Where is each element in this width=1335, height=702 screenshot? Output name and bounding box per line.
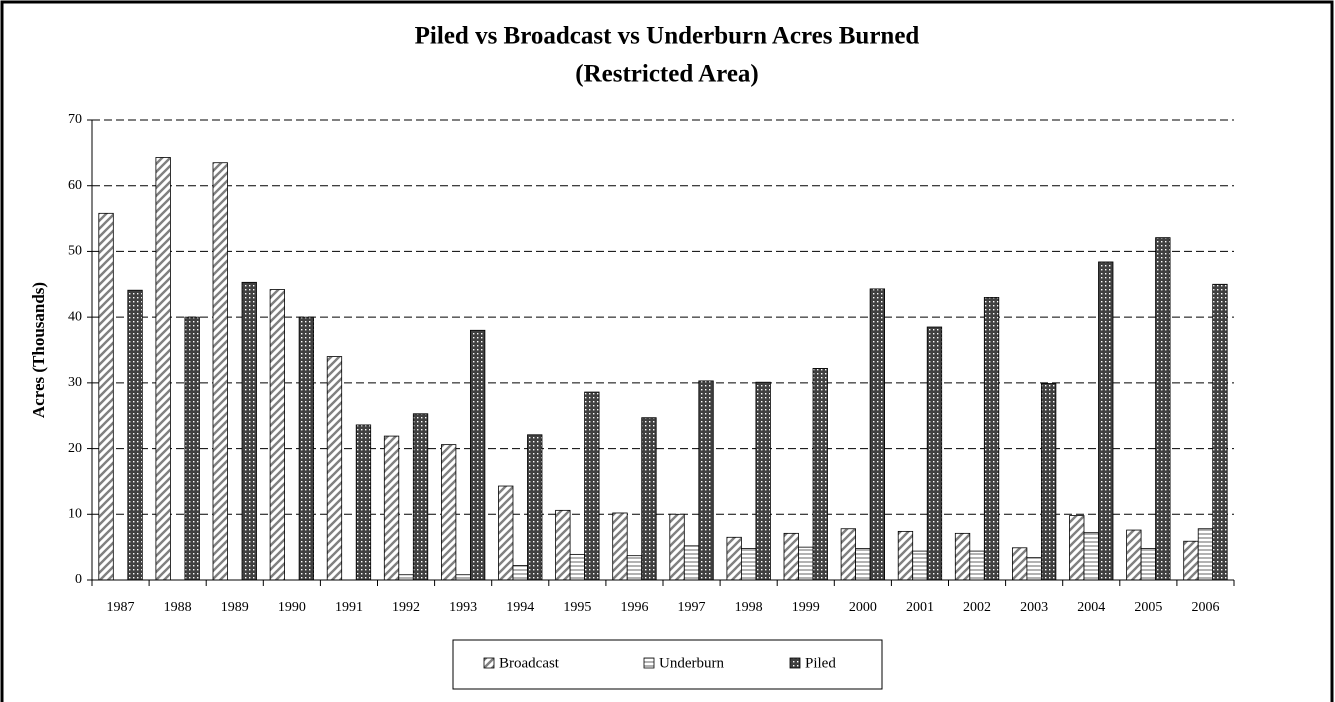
bar (1126, 529, 1142, 581)
x-tick-label: 1999 (792, 600, 820, 615)
bar (1083, 532, 1099, 581)
bar (741, 548, 757, 581)
y-axis-title: Acres (Thousands) (29, 282, 48, 418)
bar (440, 444, 457, 581)
bar (840, 528, 856, 581)
bar (569, 553, 585, 581)
bar (669, 513, 685, 581)
legend-label: Broadcast (499, 655, 560, 671)
y-tick-label: 60 (68, 178, 82, 193)
bar (398, 574, 414, 581)
bar (155, 157, 171, 581)
y-tick-label: 30 (68, 375, 82, 390)
y-tick-label: 70 (68, 112, 82, 127)
x-tick-label: 1996 (620, 600, 648, 615)
bar (626, 555, 643, 581)
legend-box (452, 639, 883, 690)
x-tick-label: 2001 (906, 600, 934, 615)
bar (755, 381, 771, 581)
bar (798, 546, 814, 581)
bar (897, 530, 914, 581)
bar (1197, 528, 1214, 581)
bar (869, 288, 885, 581)
x-tick-label: 1987 (107, 600, 135, 615)
chart-subtitle: (Restricted Area) (575, 61, 758, 88)
bar (812, 367, 828, 581)
bar (954, 532, 971, 581)
bar (698, 380, 714, 581)
bar (355, 424, 372, 581)
bar (641, 417, 657, 581)
legend-swatch (483, 657, 495, 669)
legend-label: Piled (805, 655, 836, 671)
bar (555, 509, 571, 581)
x-tick-label: 1990 (278, 600, 306, 615)
bar (612, 512, 628, 581)
x-tick-label: 1994 (506, 600, 534, 615)
bar (498, 485, 514, 581)
bar (983, 297, 1000, 581)
x-tick-label: 2000 (849, 600, 877, 615)
legend-swatch (643, 657, 655, 669)
bar (127, 289, 143, 581)
x-tick-label: 2003 (1020, 600, 1048, 615)
x-tick-label: 1998 (735, 600, 763, 615)
x-tick-label: 1995 (563, 600, 591, 615)
y-tick-label: 50 (68, 244, 82, 259)
bar (184, 316, 200, 581)
bar (1026, 557, 1042, 581)
legend-swatch (789, 657, 801, 669)
bar (1012, 547, 1028, 581)
bar (455, 574, 471, 581)
x-tick-label: 2005 (1134, 600, 1162, 615)
bar (512, 565, 528, 581)
bar (1212, 283, 1228, 581)
bar (412, 413, 429, 581)
bar (326, 356, 343, 581)
bar (584, 391, 600, 581)
y-tick-label: 10 (68, 507, 82, 522)
x-tick-label: 1997 (678, 600, 706, 615)
bar (912, 550, 928, 581)
chart-title: Piled vs Broadcast vs Underburn Acres Bu… (415, 23, 920, 50)
x-tick-label: 1992 (392, 600, 420, 615)
bar (212, 162, 228, 581)
bar (1098, 261, 1114, 581)
x-tick-label: 1993 (449, 600, 477, 615)
x-tick-label: 1988 (164, 600, 192, 615)
bar (383, 435, 400, 581)
legend-label: Underburn (659, 655, 724, 671)
bar (1183, 540, 1199, 581)
x-tick-label: 1991 (335, 600, 363, 615)
x-tick-label: 2004 (1077, 600, 1105, 615)
bar (98, 212, 114, 581)
bar (726, 536, 742, 581)
bar (855, 548, 871, 581)
y-tick-label: 20 (68, 441, 82, 456)
bar (1041, 383, 1057, 581)
bar (1155, 237, 1171, 581)
bar (469, 329, 486, 581)
bar (783, 532, 799, 581)
bar (1140, 548, 1156, 581)
x-tick-label: 2002 (963, 600, 991, 615)
x-tick-label: 1989 (221, 600, 249, 615)
bar (683, 545, 700, 581)
bar (298, 316, 315, 581)
y-tick-label: 40 (68, 309, 82, 324)
bar (969, 550, 985, 581)
bar (1069, 515, 1085, 581)
bar (926, 326, 943, 581)
y-tick-label: 0 (75, 572, 82, 587)
x-tick-label: 2006 (1191, 600, 1219, 615)
bar (527, 434, 543, 581)
bar (269, 289, 286, 581)
bar (241, 281, 257, 581)
